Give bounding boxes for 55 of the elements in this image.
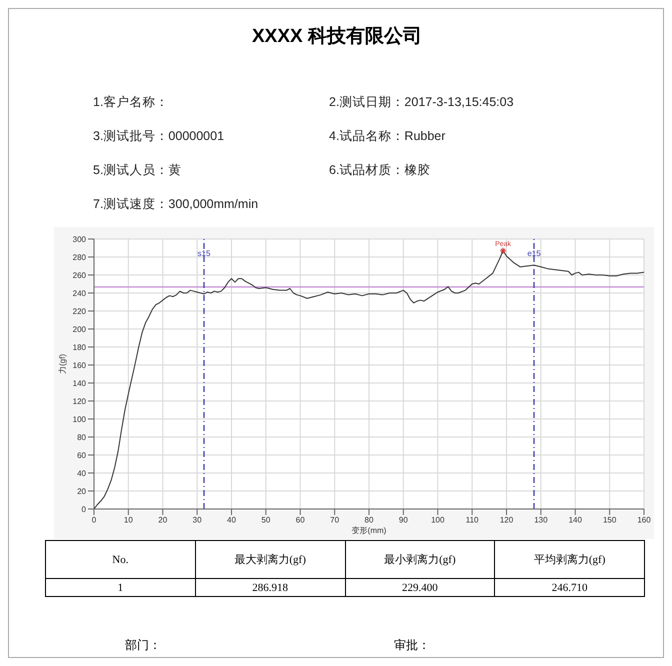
y-tick-label: 300 — [72, 234, 87, 244]
x-tick-label: 10 — [124, 516, 134, 525]
x-tick-label: 80 — [364, 516, 374, 525]
text: 审批： — [394, 637, 430, 654]
text: 2.测试日期：2017-3-13,15:45:03 — [329, 94, 514, 111]
chart-title: XXXX 科技有限公司 — [251, 25, 423, 49]
x-tick-label: 40 — [227, 516, 236, 525]
y-tick-label: 100 — [72, 414, 87, 424]
y-tick-label: 120 — [72, 396, 87, 406]
text: 286.918 — [195, 578, 345, 596]
text: 7.测试速度：300,000mm/min — [93, 196, 258, 213]
y-tick-label: 20 — [77, 486, 87, 496]
x-tick-label: 100 — [431, 516, 445, 525]
text: 部门： — [125, 637, 161, 654]
y-tick-label: 0 — [82, 504, 87, 514]
x-tick-label: 110 — [466, 516, 480, 525]
y-tick-label: 280 — [72, 252, 87, 262]
y-tick-label: 60 — [77, 450, 87, 460]
y-axis-title: 力(gf) — [58, 354, 67, 374]
text: 1.客户名称： — [93, 94, 168, 111]
y-tick-label: 40 — [77, 468, 87, 478]
x-axis-title: 变形(mm) — [352, 526, 387, 535]
text: 229.400 — [345, 578, 495, 596]
text: 246.710 — [494, 578, 644, 596]
y-tick-label: 220 — [72, 306, 87, 316]
text: 1 — [46, 578, 196, 596]
y-tick-label: 240 — [72, 288, 87, 298]
y-tick-label: 180 — [72, 342, 87, 352]
x-tick-label: 90 — [398, 516, 408, 525]
x-tick-label: 70 — [330, 516, 340, 525]
ref-line-label: e15 — [527, 249, 542, 258]
text: 最大剥离力(gf) — [195, 540, 345, 578]
y-tick-label: 140 — [72, 378, 87, 388]
x-tick-label: 50 — [261, 516, 271, 525]
x-tick-label: 130 — [534, 516, 548, 525]
text: 6.试品材质：橡胶 — [329, 162, 430, 179]
x-tick-label: 160 — [637, 516, 652, 525]
x-tick-label: 140 — [568, 516, 582, 525]
x-tick-label: 30 — [192, 516, 202, 525]
y-tick-label: 80 — [77, 432, 87, 442]
text: 5.测试人员：黄 — [93, 162, 182, 179]
text: 最小剥离力(gf) — [345, 540, 495, 578]
x-tick-label: 150 — [602, 516, 617, 525]
y-tick-label: 200 — [72, 324, 87, 334]
ref-line-label: s15 — [198, 249, 211, 258]
y-tick-label: 260 — [72, 270, 87, 280]
x-tick-label: 60 — [296, 516, 306, 525]
text: 4.试品名称：Rubber — [329, 128, 446, 145]
y-tick-label: 160 — [72, 360, 87, 370]
x-tick-label: 20 — [158, 516, 168, 525]
text: No. — [46, 540, 196, 578]
x-tick-label: 0 — [92, 516, 97, 525]
text: 平均剥离力(gf) — [494, 540, 644, 578]
x-tick-label: 120 — [500, 516, 514, 525]
text: 3.测试批号：00000001 — [93, 128, 224, 145]
